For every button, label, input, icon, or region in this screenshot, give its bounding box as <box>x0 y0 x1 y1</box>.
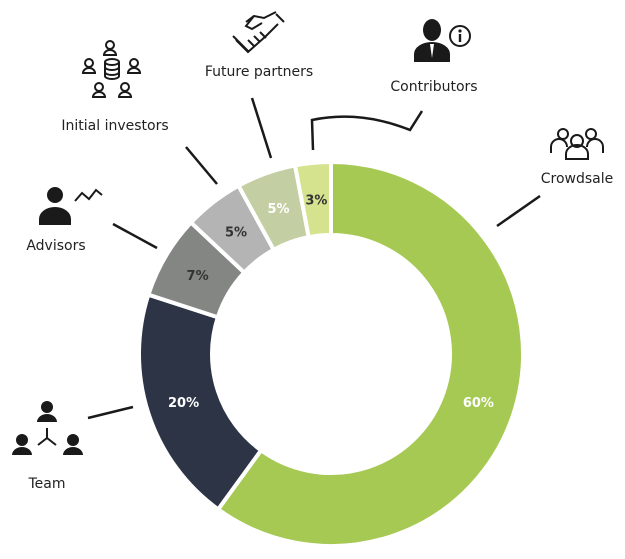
label-future-partners: Future partners <box>205 64 313 80</box>
people-group-icon <box>550 128 604 160</box>
label-crowdsale: Crowdsale <box>541 171 614 187</box>
label-advisors: Advisors <box>26 238 85 254</box>
data-label-contributors: 3% <box>305 194 327 209</box>
slice-contributors <box>292 159 333 240</box>
advisor-chart-icon <box>39 187 103 225</box>
leader-line-future-partners <box>250 97 273 159</box>
data-label-team: 20% <box>168 396 199 411</box>
data-label-advisors: 7% <box>187 269 209 284</box>
data-label-crowdsale: 60% <box>463 396 494 411</box>
leader-line-initial-investors <box>185 146 218 185</box>
handshake-icon <box>232 11 285 54</box>
leader-line-advisors <box>112 222 158 250</box>
label-initial-investors: Initial investors <box>61 118 168 134</box>
leader-line-contributors <box>310 110 424 151</box>
label-team: Team <box>27 476 65 492</box>
label-contributors: Contributors <box>390 79 477 95</box>
leader-line-team <box>87 405 134 420</box>
investors-coins-icon <box>81 40 142 98</box>
leader-line-crowdsale <box>496 194 541 228</box>
data-label-initial-investors: 5% <box>225 226 247 241</box>
data-label-future-partners: 5% <box>267 202 289 217</box>
contributor-info-icon <box>414 19 471 62</box>
slice-team <box>137 292 264 513</box>
slice-crowdsale <box>215 159 525 548</box>
team-hierarchy-icon <box>12 401 83 455</box>
